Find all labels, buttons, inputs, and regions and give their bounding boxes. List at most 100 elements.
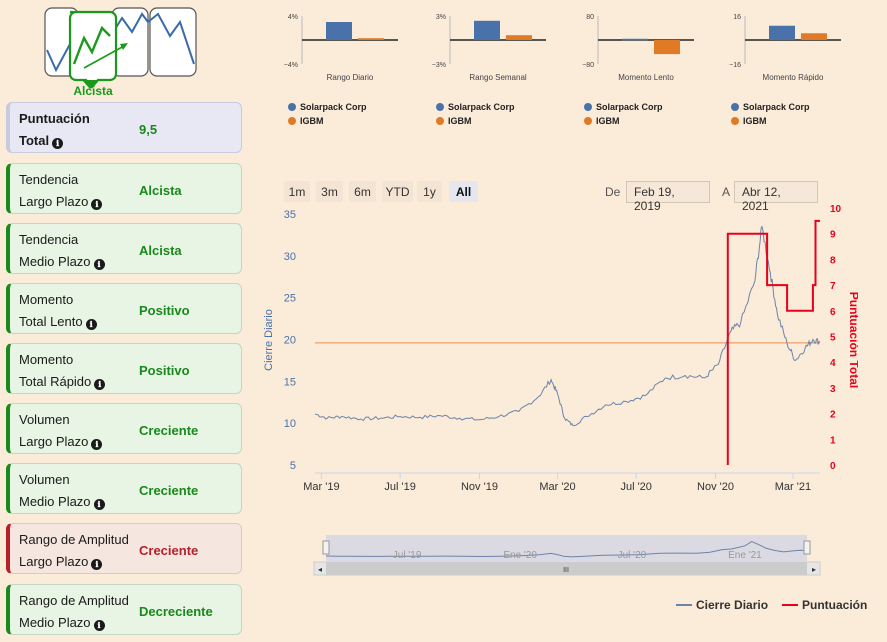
score-card[interactable]: Momento Total Rápido ℹ Positivo: [6, 343, 242, 394]
x-tick-label: Mar '19: [303, 481, 339, 493]
info-icon[interactable]: ℹ: [93, 499, 105, 510]
score-card[interactable]: Rango de Amplitud Medio Plazo ℹ Decreciente: [6, 584, 242, 635]
x-tick-label: Nov '20: [697, 481, 734, 493]
card-subtitle: Total ℹ: [19, 133, 64, 149]
info-icon[interactable]: ℹ: [91, 199, 103, 210]
legend-price[interactable]: Cierre Diario: [676, 598, 768, 612]
range-button-1m[interactable]: 1m: [284, 181, 310, 202]
y2-tick-label: 3: [830, 384, 836, 395]
trend-logo-icon: [44, 7, 197, 89]
card-value: Creciente: [139, 423, 199, 438]
card-value: Decreciente: [139, 604, 213, 619]
range-button-3m[interactable]: 3m: [316, 181, 343, 202]
mini-legend: Solarpack Corp IGBM: [731, 100, 810, 128]
mini-chart-title: Momento Rápido: [763, 73, 824, 82]
x-tick-label: Jul '20: [620, 481, 651, 493]
y2-tick-label: 9: [830, 230, 836, 241]
legend-dot: [288, 103, 296, 111]
card-value: Creciente: [139, 543, 199, 558]
card-subtitle: Total Lento ℹ: [19, 314, 97, 330]
score-series-line: [726, 219, 820, 465]
info-icon[interactable]: ℹ: [94, 379, 106, 390]
range-button-1y[interactable]: 1y: [417, 181, 442, 202]
mini-legend: Solarpack Corp IGBM: [436, 100, 515, 128]
mini-chart-title: Rango Diario: [327, 73, 374, 82]
y-tick-label: 35: [284, 209, 296, 221]
score-card[interactable]: Tendencia Largo Plazo ℹ Alcista: [6, 163, 242, 214]
mini-legend-item[interactable]: Solarpack Corp: [584, 100, 663, 114]
price-series-line: [314, 225, 821, 427]
navigator[interactable]: Jul '19 Ene '20 Jul '20 Ene '21 III ◂ ▸: [310, 530, 825, 578]
info-icon[interactable]: ℹ: [52, 138, 64, 149]
mini-ytick-label: −16: [729, 62, 741, 69]
mini-legend-item[interactable]: IGBM: [288, 114, 367, 128]
y2-axis-label: Puntuación Total: [847, 292, 858, 388]
card-subtitle: Medio Plazo ℹ: [19, 615, 105, 631]
legend-score[interactable]: Puntuación: [782, 598, 867, 612]
range-button-ytd[interactable]: YTD: [382, 181, 413, 202]
mini-bar-chart: 16 −16 Momento Rápido: [729, 14, 841, 82]
info-icon[interactable]: ℹ: [85, 319, 97, 330]
mini-legend-item[interactable]: Solarpack Corp: [731, 100, 810, 114]
mini-bar: [801, 33, 827, 40]
info-icon[interactable]: ℹ: [91, 439, 103, 450]
mini-chart-title: Rango Semanal: [469, 73, 527, 82]
y2-tick-label: 1: [830, 435, 836, 446]
score-card[interactable]: Rango de Amplitud Largo Plazo ℹ Creciente: [6, 523, 242, 574]
legend-dot: [436, 103, 444, 111]
y-tick-label: 30: [284, 251, 296, 263]
mini-bar: [358, 38, 384, 40]
mini-chart-title: Momento Lento: [618, 73, 674, 82]
score-card[interactable]: Momento Total Lento ℹ Positivo: [6, 283, 242, 334]
card-value: Creciente: [139, 483, 199, 498]
score-card[interactable]: Volumen Medio Plazo ℹ Creciente: [6, 463, 242, 514]
card-value: 9,5: [139, 122, 158, 137]
card-title: Puntuación: [19, 111, 90, 126]
mini-legend-item[interactable]: IGBM: [584, 114, 663, 128]
y-axis-label: Cierre Diario: [263, 309, 275, 371]
mini-legend-item[interactable]: IGBM: [436, 114, 515, 128]
navigator-handle-left[interactable]: [322, 540, 330, 555]
mini-bar: [506, 35, 532, 40]
y2-tick-label: 6: [830, 307, 836, 318]
mini-legend-item[interactable]: Solarpack Corp: [436, 100, 515, 114]
mini-bar: [654, 40, 680, 55]
y-tick-label: 25: [284, 293, 296, 305]
date-to-input[interactable]: Abr 12, 2021: [734, 181, 818, 213]
mini-ytick-label: −80: [582, 62, 594, 69]
y2-tick-label: 7: [830, 281, 836, 292]
mini-legend-item[interactable]: IGBM: [731, 114, 810, 128]
score-card[interactable]: Puntuación Total ℹ 9,5: [6, 102, 242, 153]
navigator-label: Jul '20: [618, 550, 647, 561]
range-button-6m[interactable]: 6m: [349, 181, 376, 202]
score-card[interactable]: Tendencia Medio Plazo ℹ Alcista: [6, 223, 242, 274]
info-icon[interactable]: ℹ: [93, 620, 105, 631]
scroll-left-icon: ◂: [318, 565, 322, 574]
x-tick-label: Mar '21: [775, 481, 811, 493]
mini-legend-item[interactable]: Solarpack Corp: [288, 100, 367, 114]
card-title: Rango de Amplitud: [19, 532, 129, 547]
range-button-all[interactable]: All: [449, 181, 478, 202]
x-tick-label: Nov '19: [461, 481, 498, 493]
navigator-handle-right[interactable]: [803, 540, 811, 555]
mini-ytick-label: 16: [733, 14, 741, 21]
card-value: Alcista: [139, 183, 182, 198]
navigator-label: Jul '19: [393, 550, 422, 561]
date-from-input[interactable]: Feb 19, 2019: [626, 181, 710, 213]
y-tick-label: 5: [290, 460, 296, 472]
navigator-label: Ene '20: [503, 550, 537, 561]
card-title: Volumen: [19, 472, 70, 487]
info-icon[interactable]: ℹ: [93, 259, 105, 270]
y2-tick-label: 10: [830, 204, 842, 215]
mini-bar: [474, 20, 500, 40]
card-subtitle: Medio Plazo ℹ: [19, 254, 105, 270]
y2-tick-label: 8: [830, 255, 836, 266]
y2-tick-label: 4: [830, 358, 836, 369]
mini-bar-chart: 4% −4% Rango Diario: [284, 14, 398, 82]
mini-bar-chart: 80 −80 Momento Lento: [582, 14, 694, 82]
mini-ytick-label: 4%: [288, 14, 298, 21]
info-icon[interactable]: ℹ: [91, 559, 103, 570]
y-tick-label: 15: [284, 376, 296, 388]
score-card[interactable]: Volumen Largo Plazo ℹ Creciente: [6, 403, 242, 454]
logo-label: Alcista: [73, 84, 113, 98]
